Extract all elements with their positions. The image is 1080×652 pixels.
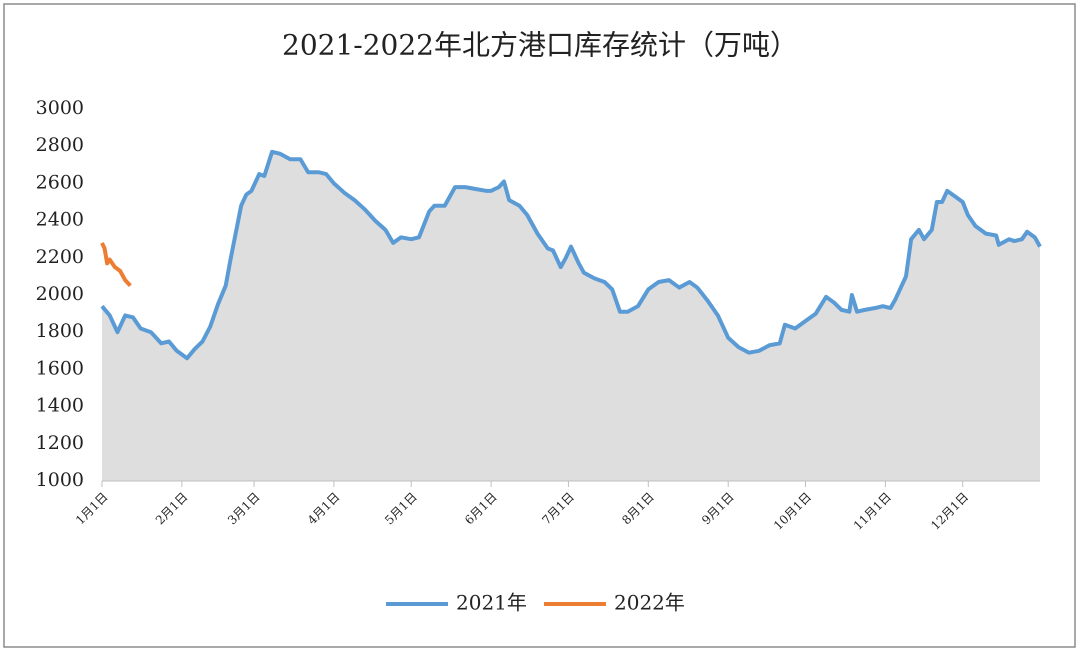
y-tick-label: 2400: [36, 209, 84, 231]
legend-label: 2021年: [456, 591, 527, 615]
y-tick-label: 3000: [36, 97, 84, 119]
chart-title: 2021-2022年北方港口库存统计（万吨）: [282, 29, 798, 62]
line: [100, 242, 132, 288]
y-tick-label: 1400: [36, 395, 84, 417]
y-tick-label: 2200: [36, 246, 84, 268]
y-tick-label: 2600: [36, 171, 84, 193]
y-tick-label: 2000: [36, 283, 84, 305]
area: [102, 151, 1040, 481]
y-tick-label: 1200: [36, 432, 84, 454]
y-tick-label: 1800: [36, 320, 84, 342]
legend-label: 2022年: [614, 591, 685, 615]
y-tick-label: 2800: [36, 134, 84, 156]
y-tick-label: 1000: [36, 469, 84, 491]
y-tick-label: 1600: [36, 357, 84, 379]
line: [100, 149, 1042, 361]
